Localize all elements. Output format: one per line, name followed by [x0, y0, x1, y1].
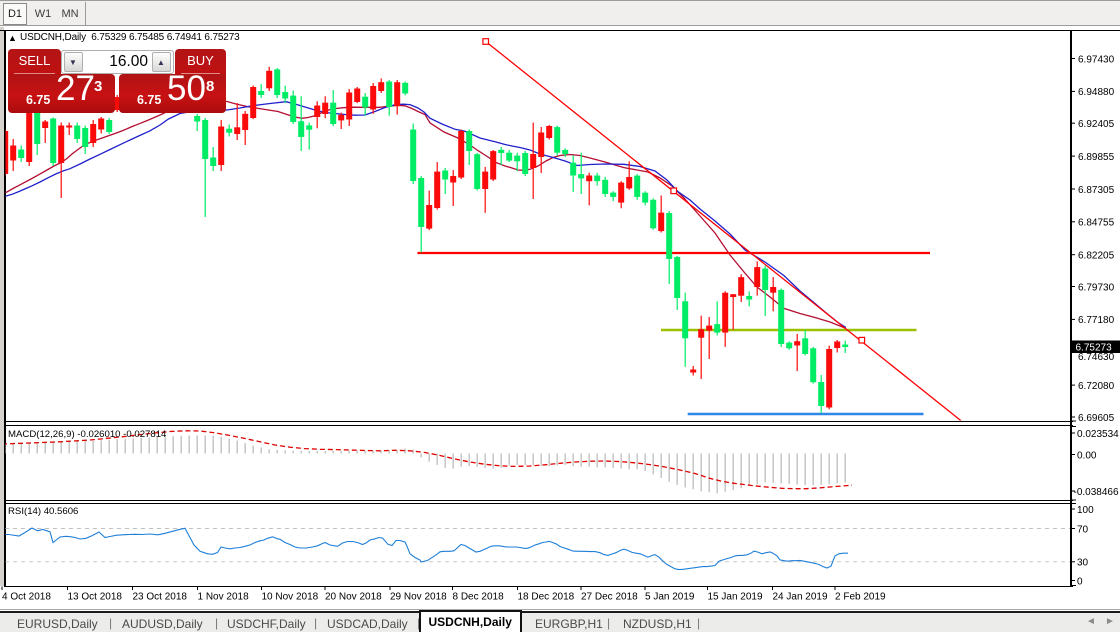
svg-text:6.69605: 6.69605: [1078, 413, 1115, 424]
svg-text:6.77180: 6.77180: [1078, 315, 1115, 326]
svg-text:70: 70: [1077, 524, 1089, 535]
svg-text:5 Jan 2019: 5 Jan 2019: [645, 592, 695, 603]
svg-text:8 Dec 2018: 8 Dec 2018: [453, 592, 505, 603]
svg-text:18 Dec 2018: 18 Dec 2018: [518, 592, 575, 603]
svg-text:0.023534: 0.023534: [1077, 429, 1119, 440]
svg-text:6.82205: 6.82205: [1078, 251, 1115, 262]
svg-text:6.75273: 6.75273: [1076, 343, 1113, 354]
svg-text:100: 100: [1077, 505, 1094, 516]
svg-text:6.74630: 6.74630: [1078, 352, 1115, 363]
svg-text:0.00: 0.00: [1077, 450, 1097, 461]
svg-text:0: 0: [1077, 576, 1083, 587]
svg-text:1 Nov 2018: 1 Nov 2018: [198, 592, 250, 603]
svg-text:24 Jan 2019: 24 Jan 2019: [773, 592, 828, 603]
svg-text:-0.038466: -0.038466: [1074, 487, 1119, 498]
svg-text:13 Oct 2018: 13 Oct 2018: [68, 592, 123, 603]
svg-text:6.84755: 6.84755: [1078, 218, 1115, 229]
svg-text:6.92405: 6.92405: [1078, 119, 1115, 130]
svg-text:6.89855: 6.89855: [1078, 152, 1115, 163]
svg-text:15 Jan 2019: 15 Jan 2019: [708, 592, 763, 603]
svg-text:30: 30: [1077, 558, 1089, 569]
svg-text:23 Oct 2018: 23 Oct 2018: [133, 592, 188, 603]
svg-text:6.72080: 6.72080: [1078, 381, 1115, 392]
svg-text:10 Nov 2018: 10 Nov 2018: [262, 592, 319, 603]
svg-text:6.97430: 6.97430: [1078, 54, 1115, 65]
svg-text:4 Oct 2018: 4 Oct 2018: [2, 592, 51, 603]
svg-text:6.87305: 6.87305: [1078, 185, 1115, 196]
svg-text:6.94880: 6.94880: [1078, 87, 1115, 98]
svg-text:2 Feb 2019: 2 Feb 2019: [835, 592, 886, 603]
svg-text:29 Nov 2018: 29 Nov 2018: [390, 592, 447, 603]
svg-text:27 Dec 2018: 27 Dec 2018: [581, 592, 638, 603]
svg-text:6.79730: 6.79730: [1078, 282, 1115, 293]
svg-text:20 Nov 2018: 20 Nov 2018: [325, 592, 382, 603]
